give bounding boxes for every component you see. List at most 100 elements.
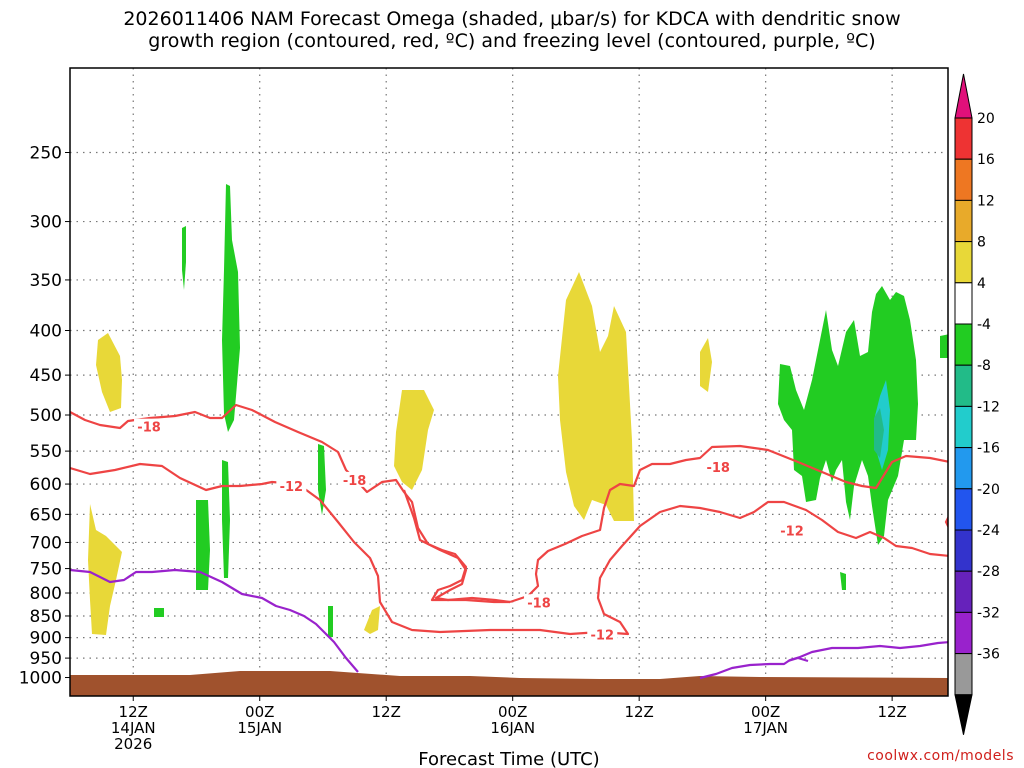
colorbar-label: 16 [977,152,995,168]
colorbar-swatch [954,364,973,407]
x-tick-label: 12Z [877,703,906,721]
y-axis: 2503003504004505005506006507007508008509… [19,144,70,689]
colorbar-label: 12 [977,193,995,209]
x-tick-label: 00Z [498,703,527,721]
omega-positive-areas [88,272,712,635]
contour-label-bg [276,478,307,494]
x-tick-label: 12Z [119,703,148,721]
y-tick-label: 600 [30,475,62,495]
x-tick-label: 00Z [245,703,274,721]
contour-label: -18 [343,474,367,489]
freezing-level-west [70,568,359,673]
colorbar-swatch [954,447,973,490]
omega-area-green [182,226,186,290]
y-tick-label: 250 [30,144,62,164]
contour-label: -18 [527,596,551,611]
colorbar-swatch [954,117,973,160]
x-tick-label: 00Z [751,703,780,721]
colorbar: 20 16 12 8 4 -4 -8 -12 -16 -20 -24 -28 -32 -36 [954,73,1000,735]
footer-credit: coolwx.com/models [867,748,1014,764]
contour-label-bg [339,471,370,487]
colorbar-swatch [954,241,973,284]
dgz-contour-18-mid [509,444,948,604]
colorbar-swatch [954,653,973,696]
omega-area-yellow [96,333,122,412]
colorbar-swatch [954,405,973,449]
contour-labels: -18 -12 -18 -18 -12 -18 -12 [134,418,808,644]
terrain-surface [70,671,948,696]
freezing-level-east [699,641,948,680]
y-tick-label: 800 [30,584,62,604]
omega-area-green [940,334,948,358]
gridlines [70,68,948,696]
omega-area-green [222,184,240,432]
x-tick-label: 16JAN [490,719,535,737]
colorbar-swatch [954,158,973,201]
y-tick-label: 850 [30,607,62,627]
contour-label-bg [524,594,555,610]
omega-area-mid [874,408,884,458]
omega-area-green [778,286,918,545]
contour-label-bg [587,626,618,642]
colorbar-swatch [954,570,973,613]
omega-area-yellow [364,606,380,634]
freezing-level-contours [70,568,948,680]
omega-mid-areas [874,408,884,458]
dgz-contour-12 [70,462,948,636]
omega-area-green [318,444,326,515]
y-tick-label: 900 [30,629,62,649]
y-tick-label: 1000 [19,669,62,689]
colorbar-swatch [954,611,973,655]
contour-label: -12 [780,524,804,539]
omega-area-yellow [700,338,712,392]
contour-label-bg [134,418,165,434]
y-tick-label: 950 [30,649,62,669]
colorbar-label: -8 [977,358,991,374]
colorbar-swatch [954,199,973,243]
plot-area: -18 -12 -18 -18 -12 -18 -12 [70,184,948,696]
title-line-1: 2026011406 NAM Forecast Omega (shaded, μ… [123,8,901,30]
colorbar-label: -28 [977,564,1000,580]
y-tick-label: 350 [30,271,62,291]
contour-label-bg [703,458,734,474]
y-tick-label: 750 [30,560,62,580]
chart-title: 2026011406 NAM Forecast Omega (shaded, μ… [0,8,1024,52]
freezing-level-east-2 [787,656,809,663]
colorbar-swatch [954,529,973,572]
dgz-contour-12-east [944,515,948,529]
contour-label: -12 [280,480,304,495]
colorbar-top-arrow [954,73,973,119]
contour-label-bg [777,522,808,538]
colorbar-label: -16 [977,441,1000,457]
omega-area-yellow [558,272,634,521]
y-tick-label: 650 [30,505,62,525]
plot-frame [69,67,949,697]
x-tick-label: 14JAN [111,719,156,737]
colorbar-swatch [954,323,973,366]
x-tick-label: 12Z [624,703,653,721]
colorbar-label: -36 [977,647,1000,663]
omega-negative-areas [154,184,948,637]
colorbar-label: -4 [977,317,991,333]
title-line-2: growth region (contoured, red, ºC) and f… [148,30,876,52]
x-tick-label: 12Z [372,703,401,721]
colorbar-label: -32 [977,605,1000,621]
contour-label: -18 [137,421,161,436]
omega-area-green [196,500,210,590]
colorbar-label: -24 [977,523,1000,539]
y-tick-label: 700 [30,533,62,553]
x-tick-label: 2026 [114,735,152,753]
x-axis-label: Forecast Time (UTC) [418,749,599,768]
omega-area-green [840,572,846,590]
colorbar-swatch [954,488,973,531]
y-tick-label: 450 [30,366,62,386]
x-tick-label: 17JAN [743,719,788,737]
y-tick-label: 500 [30,406,62,426]
y-tick-label: 550 [30,442,62,462]
contour-label: -12 [591,629,615,644]
omega-area-green [154,608,164,617]
y-tick-label: 300 [30,213,62,233]
x-tick-label: 15JAN [237,719,282,737]
